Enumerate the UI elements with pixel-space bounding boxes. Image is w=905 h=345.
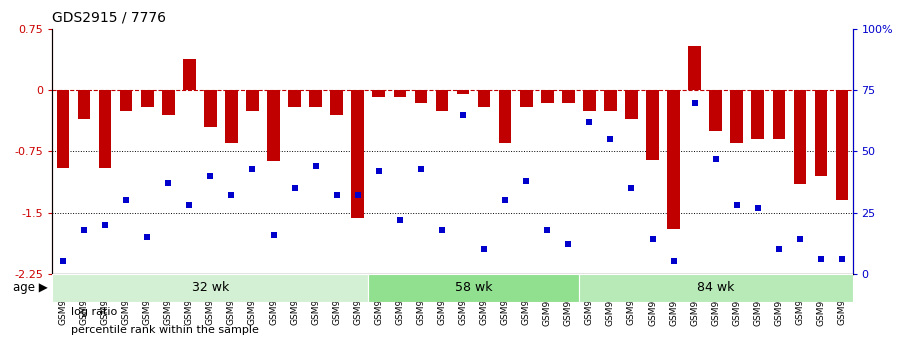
Bar [519, 90, 532, 107]
Point [645, 237, 660, 242]
Point [77, 227, 91, 233]
Bar [141, 90, 154, 107]
Point [350, 193, 365, 198]
Bar [310, 90, 322, 107]
Point [56, 259, 71, 264]
Bar [435, 90, 448, 111]
Point [98, 222, 112, 227]
Bar [604, 90, 616, 111]
Point [245, 166, 260, 171]
Point [309, 163, 323, 169]
Point [814, 256, 828, 262]
Point [203, 173, 217, 179]
Text: age ▶: age ▶ [14, 281, 48, 294]
Point [477, 246, 491, 252]
Bar [541, 90, 554, 102]
Bar [368, 274, 579, 302]
Bar [773, 90, 786, 139]
Bar [99, 90, 111, 168]
Point [456, 112, 471, 118]
Bar [562, 90, 575, 102]
Bar [183, 59, 195, 90]
Bar [246, 90, 259, 111]
Point [603, 137, 617, 142]
Text: log ratio: log ratio [71, 307, 118, 317]
Text: 84 wk: 84 wk [697, 281, 734, 294]
Point [750, 205, 765, 210]
Bar [625, 90, 638, 119]
Bar [794, 90, 806, 184]
Point [140, 234, 155, 240]
Bar [162, 90, 175, 115]
Bar [289, 90, 301, 107]
Point [119, 198, 133, 203]
Point [182, 203, 196, 208]
Text: GDS2915 / 7776: GDS2915 / 7776 [52, 10, 167, 24]
Bar [204, 90, 216, 127]
Text: 58 wk: 58 wk [455, 281, 492, 294]
Point [434, 227, 449, 233]
Point [561, 241, 576, 247]
Point [161, 180, 176, 186]
Point [709, 156, 723, 161]
Bar [579, 274, 853, 302]
Point [329, 193, 344, 198]
Point [666, 259, 681, 264]
Point [498, 198, 512, 203]
Bar [835, 90, 848, 200]
Point [519, 178, 533, 184]
Bar [751, 90, 764, 139]
Point [793, 237, 807, 242]
Bar [730, 90, 743, 143]
Point [624, 185, 639, 191]
Bar [351, 90, 364, 218]
Point [414, 166, 428, 171]
Point [393, 217, 407, 223]
Bar [646, 90, 659, 160]
Bar [78, 90, 91, 119]
Point [772, 246, 786, 252]
Point [834, 256, 849, 262]
Bar [689, 46, 701, 90]
Bar [457, 90, 470, 95]
Point [266, 232, 281, 237]
Bar [710, 90, 722, 131]
Point [224, 193, 239, 198]
Bar [394, 90, 406, 97]
Point [288, 185, 302, 191]
Bar [330, 90, 343, 115]
Bar [499, 90, 511, 143]
Bar [414, 90, 427, 102]
Point [540, 227, 555, 233]
Bar [52, 274, 368, 302]
Bar [373, 90, 386, 97]
Point [688, 100, 702, 105]
Bar [667, 90, 680, 229]
Bar [57, 90, 70, 168]
Text: percentile rank within the sample: percentile rank within the sample [71, 325, 260, 335]
Bar [267, 90, 280, 161]
Bar [119, 90, 132, 111]
Bar [478, 90, 491, 107]
Bar [583, 90, 595, 111]
Point [729, 203, 744, 208]
Bar [814, 90, 827, 176]
Bar [225, 90, 238, 143]
Point [372, 168, 386, 174]
Point [582, 119, 596, 125]
Text: 32 wk: 32 wk [192, 281, 229, 294]
